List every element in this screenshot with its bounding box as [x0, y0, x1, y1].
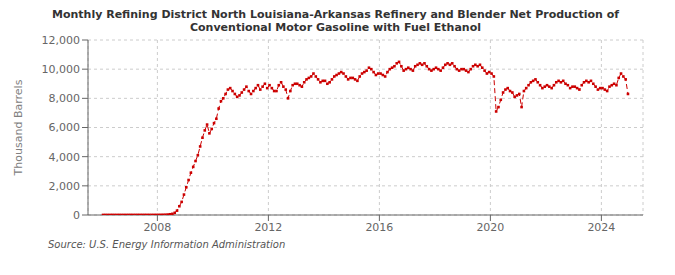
svg-text:2016: 2016 — [365, 221, 393, 234]
svg-text:2008: 2008 — [143, 221, 171, 234]
svg-text:2024: 2024 — [587, 221, 615, 234]
svg-text:6,000: 6,000 — [49, 121, 81, 134]
svg-text:12,000: 12,000 — [42, 34, 81, 47]
html-text:Source: U.S. Energy Informatio: Source: U.S. Energy Information Administ… — [48, 239, 286, 250]
svg-text:0: 0 — [73, 209, 80, 222]
svg-text:2020: 2020 — [476, 221, 504, 234]
svg-text:4,000: 4,000 — [49, 151, 81, 164]
html-text:Monthly Refining District Nort: Monthly Refining District North Louisian… — [52, 8, 619, 21]
svg-text:2012: 2012 — [254, 221, 282, 234]
svg-text:8,000: 8,000 — [49, 92, 81, 105]
svg-text:10,000: 10,000 — [42, 63, 81, 76]
html-text:Conventional Motor Gasoline wi: Conventional Motor Gasoline with Fuel Et… — [190, 21, 481, 34]
svg-text:2,000: 2,000 — [49, 180, 81, 193]
svg-text:Thousand Barrels: Thousand Barrels — [12, 79, 25, 176]
